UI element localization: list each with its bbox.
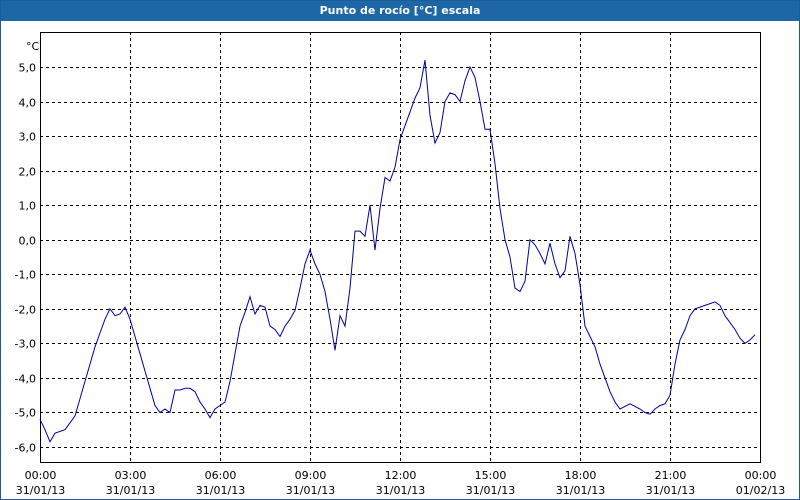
x-tick-time-label: 09:00 bbox=[295, 469, 327, 482]
x-tick-date-label: 31/01/13 bbox=[16, 484, 65, 497]
x-tick-time-label: 03:00 bbox=[115, 469, 147, 482]
grid bbox=[40, 32, 760, 462]
y-tick-label: 1,0 bbox=[19, 200, 37, 213]
y-tick-label: 2,0 bbox=[19, 166, 37, 179]
x-tick-date-label: 31/01/13 bbox=[106, 484, 155, 497]
series-layer bbox=[39, 60, 756, 443]
x-tick-date-label: 31/01/13 bbox=[556, 484, 605, 497]
x-tick-date-label: 01/02/13 bbox=[736, 484, 785, 497]
y-tick-label: 4,0 bbox=[19, 97, 37, 110]
y-tick-label: 5,0 bbox=[19, 62, 37, 75]
x-tick-time-label: 12:00 bbox=[385, 469, 417, 482]
x-tick-date-label: 31/01/13 bbox=[286, 484, 335, 497]
y-tick-label: 3,0 bbox=[19, 131, 37, 144]
x-tick-date-label: 31/01/13 bbox=[646, 484, 695, 497]
y-tick-label: -4,0 bbox=[15, 373, 36, 386]
x-tick-date-label: 31/01/13 bbox=[376, 484, 425, 497]
x-tick-time-label: 00:00 bbox=[745, 469, 777, 482]
y-tick-label: -2,0 bbox=[15, 304, 36, 317]
y-tick-label: -6,0 bbox=[15, 442, 36, 455]
x-tick-date-label: 31/01/13 bbox=[196, 484, 245, 497]
y-axis-unit-label: °C bbox=[26, 40, 40, 53]
y-tick-label: -1,0 bbox=[15, 269, 36, 282]
y-tick-label: -5,0 bbox=[15, 407, 36, 420]
x-tick-time-label: 15:00 bbox=[475, 469, 507, 482]
x-tick-time-label: 00:00 bbox=[25, 469, 57, 482]
x-axis-tick-labels: 00:00 31/01/13 03:00 31/01/13 06:00 31/01/13 0… bbox=[16, 469, 785, 497]
x-tick-time-label: 06:00 bbox=[205, 469, 237, 482]
y-tick-label: -3,0 bbox=[15, 338, 36, 351]
x-tick-time-label: 18:00 bbox=[565, 469, 597, 482]
dewpoint-series-line bbox=[39, 60, 756, 443]
y-tick-label: 0,0 bbox=[19, 235, 37, 248]
window-title: Punto de rocío [°C] escala bbox=[1, 1, 799, 21]
y-axis-tick-labels: 5,0 4,0 3,0 2,0 1,0 0,0 -1,0 -2,0 -3,0 -4,0 -5,0 -6… bbox=[15, 62, 36, 455]
plot-area-frame bbox=[40, 32, 761, 463]
x-tick-date-label: 31/01/13 bbox=[466, 484, 515, 497]
x-tick-time-label: 21:00 bbox=[655, 469, 687, 482]
